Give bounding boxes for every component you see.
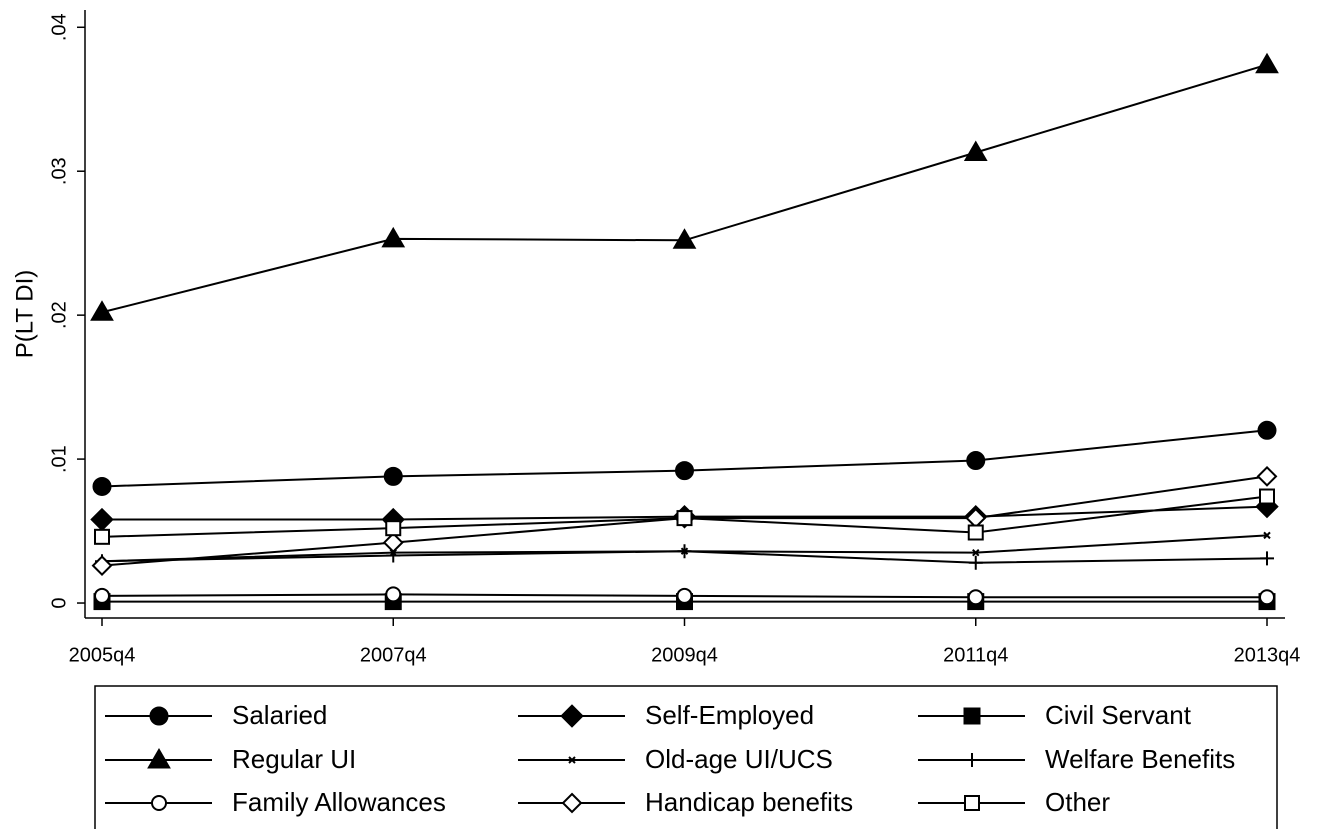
data-point xyxy=(963,140,988,161)
data-point xyxy=(383,466,403,486)
data-point xyxy=(967,524,984,541)
data-point xyxy=(91,555,113,577)
legend-marker xyxy=(963,707,981,725)
y-axis-label: P(LT DI) xyxy=(11,270,38,358)
x-tick-label: 2013q4 xyxy=(1234,644,1301,666)
legend-marker xyxy=(965,753,979,767)
legend-marker xyxy=(149,706,169,726)
data-point xyxy=(94,587,110,604)
data-point xyxy=(385,520,402,537)
x-tick-label: 2011q4 xyxy=(943,644,1008,666)
data-point xyxy=(382,532,404,553)
x-tick-label: 2005q4 xyxy=(69,644,136,666)
legend-marker xyxy=(151,795,167,811)
data-point xyxy=(1260,551,1274,566)
data-point xyxy=(90,507,114,532)
y-tick-label: .03 xyxy=(48,157,70,185)
data-point xyxy=(1263,531,1271,540)
data-point xyxy=(677,544,692,559)
data-point xyxy=(381,226,406,248)
data-point xyxy=(672,228,697,249)
legend-marker xyxy=(568,756,576,764)
data-point xyxy=(1259,589,1275,606)
y-tick-label: .04 xyxy=(48,13,70,41)
legend-label: Civil Servant xyxy=(1045,700,1192,730)
data-point xyxy=(1257,420,1277,440)
legend-marker xyxy=(560,704,584,728)
y-tick-label: 0 xyxy=(48,597,70,608)
legend-label: Welfare Benefits xyxy=(1045,744,1235,774)
x-tick-label: 2009q4 xyxy=(651,644,718,666)
legend-label: Salaried xyxy=(232,700,327,730)
data-point xyxy=(968,555,983,570)
legend-label: Old-age UI/UCS xyxy=(645,744,833,774)
data-point xyxy=(676,587,693,604)
data-point xyxy=(90,300,114,321)
data-point xyxy=(972,548,980,557)
x-tick-label: 2007q4 xyxy=(360,644,427,666)
legend-label: Regular UI xyxy=(232,744,356,774)
legend-marker xyxy=(561,792,583,814)
y-tick-label: .01 xyxy=(48,445,70,473)
legend-box xyxy=(94,685,1278,829)
legend-label: Family Allowances xyxy=(232,787,446,817)
data-point xyxy=(94,528,110,545)
data-point xyxy=(1259,488,1275,505)
legend-marker xyxy=(147,748,171,769)
data-point xyxy=(675,461,694,481)
data-point xyxy=(966,451,986,471)
legend: Salaried Self-Employed Civil Servant Regula… xyxy=(105,700,1235,817)
legend-label: Self-Employed xyxy=(645,700,814,730)
data-point xyxy=(1255,52,1279,74)
series-line xyxy=(101,63,1268,314)
data-point xyxy=(967,589,984,606)
data-point xyxy=(92,476,112,496)
data-point xyxy=(676,510,693,527)
data-point xyxy=(385,586,402,603)
data-point xyxy=(1256,465,1278,487)
legend-label: Other xyxy=(1045,787,1110,817)
legend-marker xyxy=(964,795,980,811)
y-tick-label: .02 xyxy=(48,301,70,329)
legend-label: Handicap benefits xyxy=(645,787,853,817)
